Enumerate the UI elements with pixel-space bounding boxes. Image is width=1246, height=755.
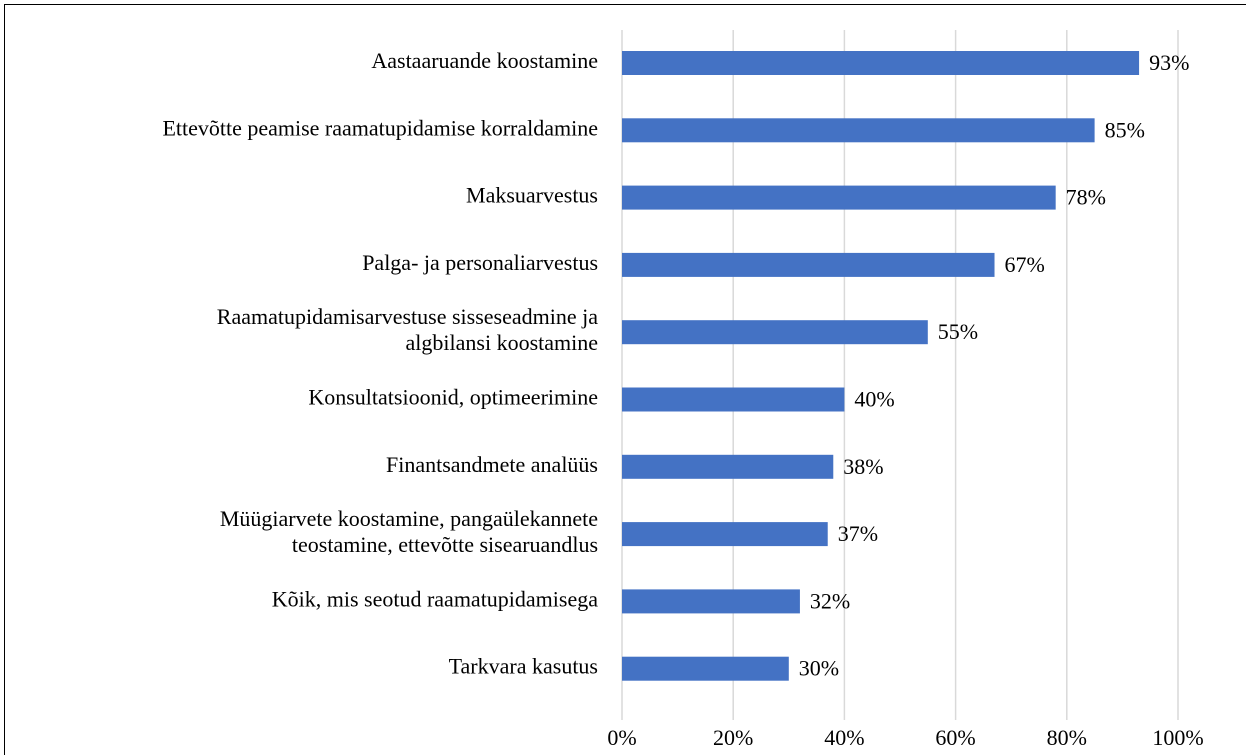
- x-tick-label: 20%: [713, 725, 753, 750]
- data-label: 30%: [799, 656, 839, 681]
- bar: [622, 118, 1095, 143]
- bar: [622, 252, 995, 277]
- frame: [4, 4, 1246, 755]
- x-tick-label: 100%: [1152, 725, 1203, 750]
- y-tick-label: Konsultatsioonid, optimeerimine: [308, 385, 598, 410]
- y-tick-label: Raamatupidamisarvestuse sisseseadmine ja…: [217, 304, 598, 355]
- x-tick-label: 0%: [607, 725, 636, 750]
- data-label: 85%: [1105, 117, 1145, 142]
- bar: [622, 387, 845, 412]
- bar: [622, 185, 1056, 210]
- x-tick-label: 60%: [935, 725, 975, 750]
- y-tick-label: Finantsandmete analüüs: [386, 452, 598, 477]
- bar: [622, 320, 928, 345]
- y-tick-label: Müügiarvete koostamine, pangaülekannete t…: [220, 506, 598, 557]
- bar: [622, 656, 789, 681]
- y-tick-label: Palga- ja personaliarvestus: [362, 250, 598, 275]
- y-tick-label: Maksuarvestus: [466, 183, 598, 208]
- x-tick-label: 80%: [1047, 725, 1087, 750]
- y-tick-label: Ettevõtte peamise raamatupidamise korral…: [162, 115, 598, 140]
- y-tick-label: Kõik, mis seotud raamatupidamisega: [272, 586, 598, 611]
- data-label: 40%: [854, 387, 894, 412]
- data-label: 32%: [810, 588, 850, 613]
- data-label: 67%: [1005, 252, 1045, 277]
- bar: [622, 522, 828, 547]
- data-label: 93%: [1149, 50, 1189, 75]
- bar: [622, 454, 834, 479]
- bar: [622, 51, 1140, 75]
- bar: [622, 589, 800, 614]
- data-label: 55%: [938, 319, 978, 344]
- y-tick-label: Aastaaruande koostamine: [371, 48, 598, 73]
- data-label: 38%: [843, 454, 883, 479]
- x-tick-label: 40%: [824, 725, 864, 750]
- data-label: 78%: [1066, 185, 1106, 210]
- data-label: 37%: [838, 521, 878, 546]
- y-tick-label: Tarkvara kasutus: [449, 654, 598, 679]
